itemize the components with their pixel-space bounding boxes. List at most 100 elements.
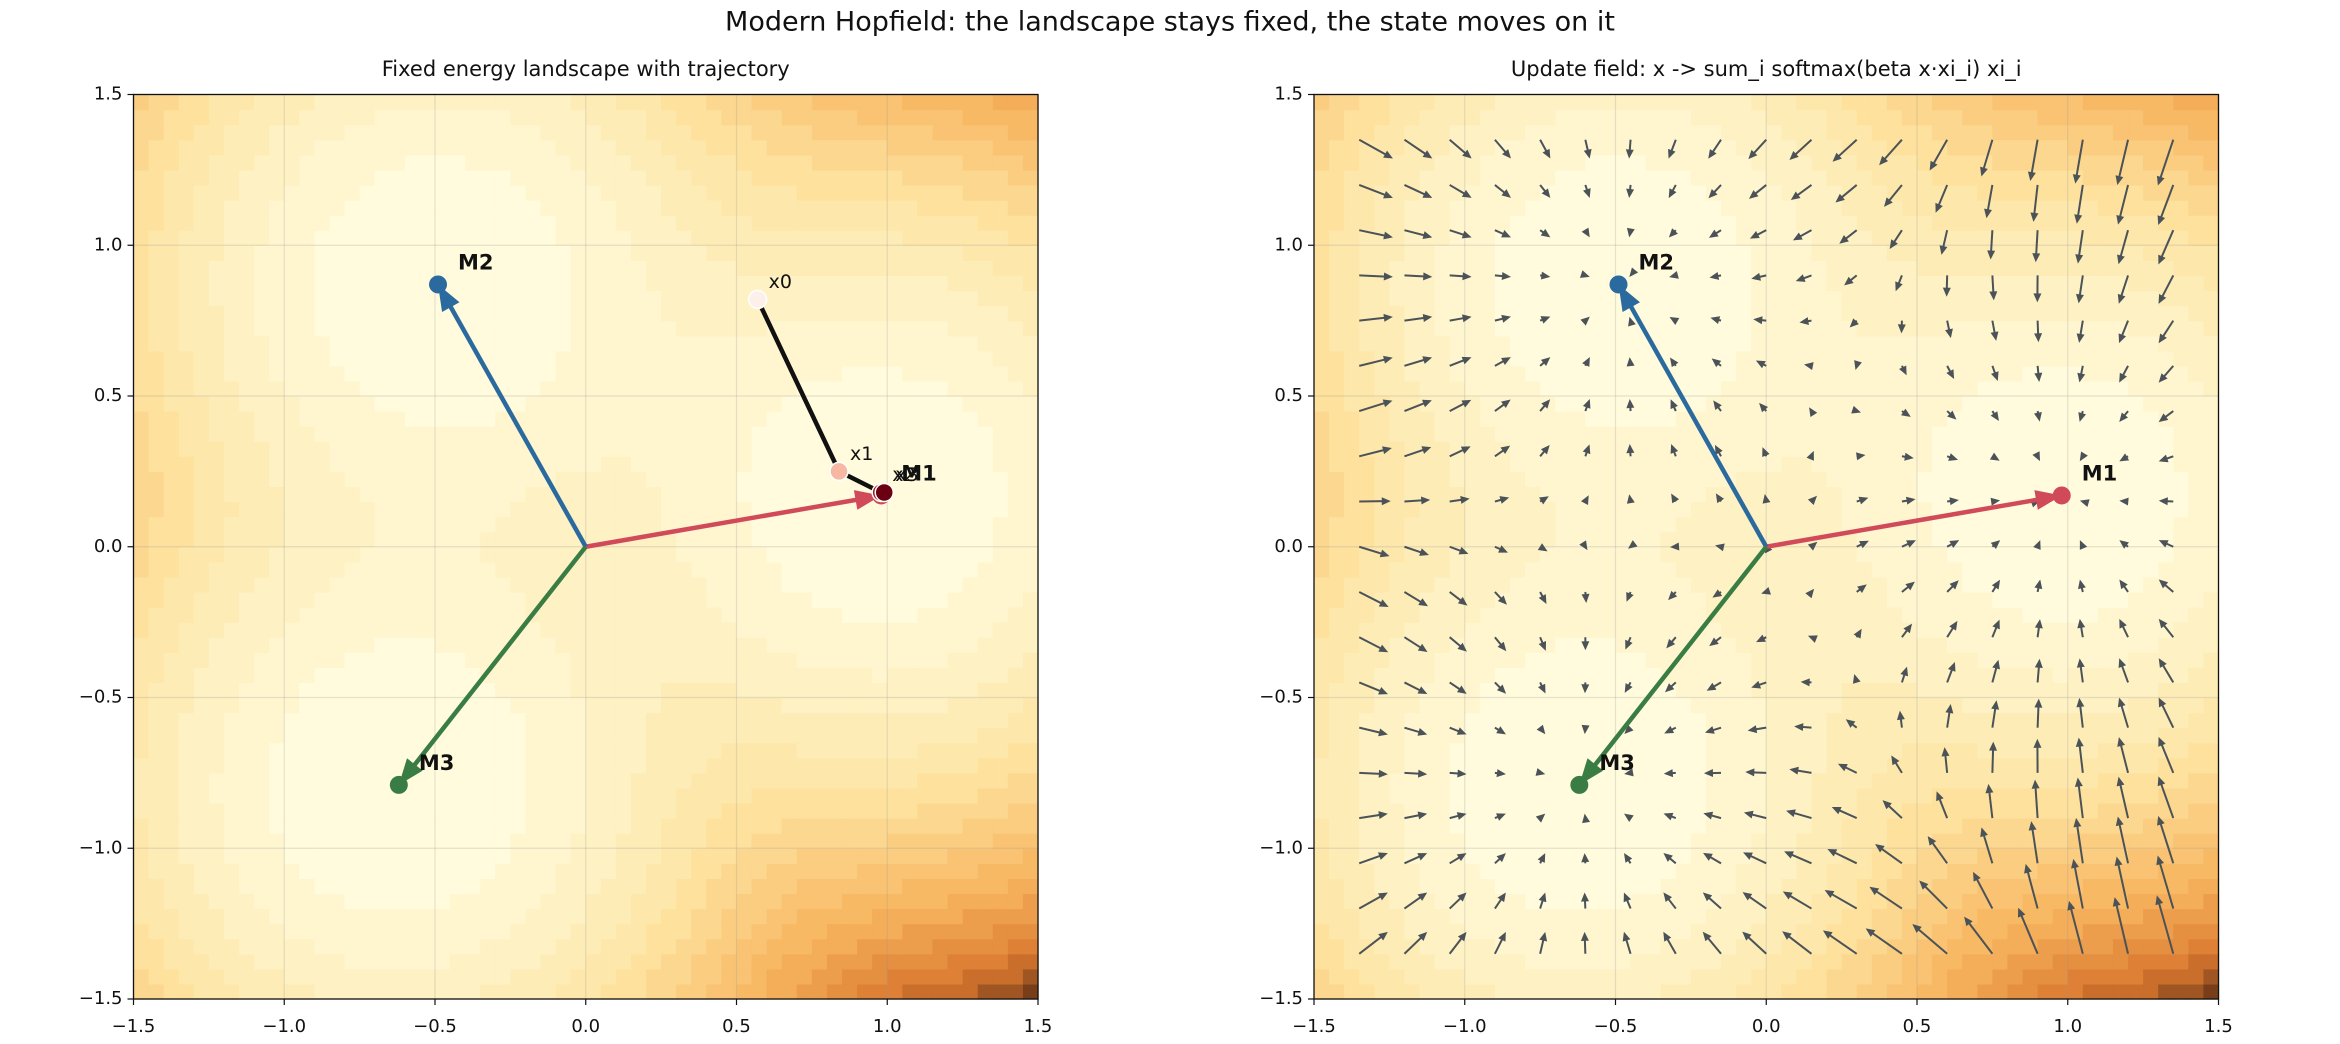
energy-cell (148, 441, 165, 457)
energy-cell (736, 426, 753, 442)
energy-cell (239, 938, 255, 955)
energy-cell (1434, 365, 1451, 382)
energy-cell (992, 365, 1009, 382)
energy-cell (902, 863, 918, 879)
energy-cell (962, 848, 979, 864)
energy-cell (902, 848, 918, 864)
energy-cell (193, 94, 210, 111)
energy-cell (450, 245, 466, 261)
energy-cell (374, 320, 391, 337)
trajectory-label: x2 (892, 464, 915, 486)
energy-cell (1570, 335, 1586, 352)
energy-cell (329, 531, 346, 548)
energy-cell (1509, 667, 1526, 684)
energy-cell (1570, 953, 1586, 970)
energy-cell (1359, 531, 1375, 548)
energy-cell (193, 486, 210, 503)
energy-cell (163, 275, 180, 292)
energy-cell (223, 803, 240, 819)
energy-cell (540, 290, 557, 307)
energy-cell (842, 878, 858, 895)
energy-cell (721, 833, 738, 849)
energy-cell (435, 938, 451, 955)
energy-cell (193, 727, 210, 744)
energy-cell (450, 622, 466, 638)
energy-cell (1344, 350, 1360, 367)
energy-cell (1329, 757, 1345, 774)
energy-cell (842, 938, 858, 955)
y-tick-label: 0.0 (94, 536, 123, 557)
energy-cell (223, 456, 240, 472)
energy-cell (269, 154, 285, 171)
energy-cell (1314, 908, 1330, 925)
energy-cell (691, 697, 707, 714)
energy-cell (1314, 305, 1330, 322)
energy-cell (600, 742, 617, 759)
energy-cell (480, 139, 496, 156)
energy-cell (389, 803, 406, 819)
energy-cell (344, 697, 361, 714)
energy-cell (269, 727, 285, 744)
energy-cell (450, 848, 466, 864)
energy-cell (1570, 712, 1586, 729)
energy-cell (902, 501, 918, 518)
energy-cell (193, 184, 210, 201)
energy-cell (510, 184, 527, 201)
energy-cell (676, 411, 692, 427)
energy-cell (193, 139, 210, 156)
energy-cell (1374, 923, 1390, 940)
energy-cell (148, 350, 165, 367)
energy-cell (1344, 154, 1360, 171)
energy-cell (1404, 124, 1421, 141)
energy-cell (630, 335, 647, 352)
energy-cell (1570, 667, 1586, 684)
energy-cell (1314, 591, 1330, 608)
energy-cell (223, 591, 240, 608)
energy-cell (404, 516, 421, 533)
energy-cell (495, 848, 511, 864)
energy-cell (540, 818, 557, 834)
energy-cell (329, 94, 346, 111)
energy-cell (1630, 983, 1647, 1000)
energy-cell (751, 456, 768, 472)
energy-cell (419, 787, 436, 804)
energy-cell (1449, 953, 1466, 970)
energy-cell (525, 712, 542, 729)
energy-cell (1389, 697, 1406, 714)
energy-cell (826, 983, 843, 1000)
energy-cell (676, 200, 692, 216)
energy-cell (239, 290, 255, 307)
energy-cell (1404, 772, 1421, 789)
energy-cell (239, 139, 255, 156)
energy-cell (1585, 516, 1602, 533)
energy-cell (1022, 667, 1039, 684)
energy-cell (389, 591, 406, 608)
energy-cell (299, 230, 315, 246)
energy-cell (495, 260, 511, 276)
energy-cell (1525, 908, 1541, 925)
energy-cell (646, 667, 662, 684)
energy-cell (133, 471, 150, 488)
energy-cell (540, 154, 557, 171)
energy-cell (208, 184, 225, 201)
energy-cell (992, 938, 1009, 955)
energy-cell (148, 908, 165, 925)
energy-cell (826, 893, 843, 910)
energy-cell (1374, 531, 1390, 548)
energy-cell (811, 486, 828, 503)
energy-cell (1434, 787, 1451, 804)
energy-cell (917, 215, 934, 231)
energy-cell (1464, 682, 1481, 699)
energy-cell (404, 124, 421, 141)
energy-cell (811, 200, 828, 216)
energy-cell (826, 154, 843, 171)
energy-cell (736, 953, 753, 970)
energy-cell (254, 471, 270, 488)
energy-cell (962, 305, 979, 322)
energy-cell (736, 591, 753, 608)
energy-cell (465, 893, 481, 910)
energy-cell (932, 697, 949, 714)
energy-cell (691, 923, 707, 940)
energy-cell (435, 561, 451, 578)
energy-cell (1329, 953, 1345, 970)
